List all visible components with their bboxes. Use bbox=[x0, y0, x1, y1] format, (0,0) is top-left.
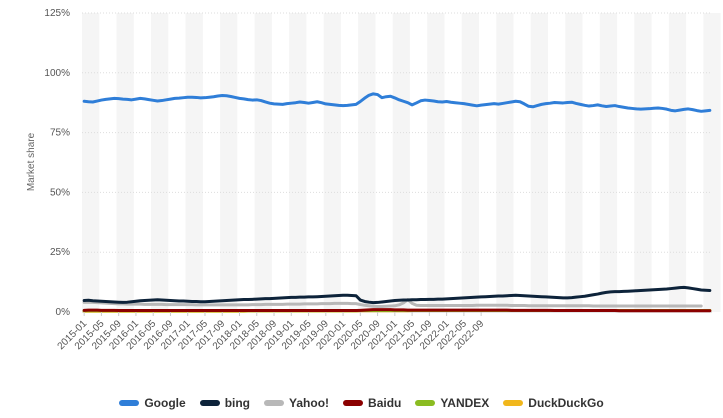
grid-band bbox=[461, 13, 479, 312]
series-line-google bbox=[82, 92, 712, 113]
legend-item-yandex[interactable]: YANDEX bbox=[415, 396, 489, 410]
grid-band bbox=[151, 13, 169, 312]
legend-swatch bbox=[264, 400, 285, 406]
legend-item-google[interactable]: Google bbox=[119, 396, 186, 410]
series-line-bing bbox=[82, 285, 712, 305]
grid-band bbox=[496, 13, 514, 312]
grid-band bbox=[634, 13, 652, 312]
grid-band bbox=[599, 13, 618, 312]
legend-item-bing[interactable]: bing bbox=[199, 396, 251, 410]
grid-band bbox=[703, 13, 721, 312]
legend-label: Google bbox=[144, 396, 186, 410]
legend: Google bing Yahoo! Baidu YANDEX DuckDuckGo bbox=[0, 393, 723, 413]
legend-swatch bbox=[343, 400, 364, 406]
grid-band bbox=[82, 13, 100, 312]
grid-band bbox=[116, 13, 134, 312]
grid-band bbox=[358, 13, 376, 312]
y-tick-label: 100% bbox=[44, 68, 70, 79]
legend-label: Baidu bbox=[368, 396, 402, 410]
grid-band bbox=[565, 13, 583, 312]
grid-band bbox=[668, 13, 687, 312]
y-tick-label: 50% bbox=[50, 187, 70, 198]
grid-band bbox=[427, 13, 445, 312]
grid-band bbox=[185, 13, 203, 312]
legend-swatch bbox=[503, 400, 524, 406]
grid-band bbox=[323, 13, 341, 312]
grid-bands bbox=[82, 13, 721, 312]
legend-item-duckduckgo[interactable]: DuckDuckGo bbox=[503, 396, 604, 410]
legend-item-yahoo[interactable]: Yahoo! bbox=[264, 396, 329, 410]
y-tick-label: 125% bbox=[44, 8, 70, 19]
x-axis-ticks: 2015-012015-052015-092016-012016-052016-… bbox=[56, 312, 487, 352]
grid-band bbox=[530, 13, 549, 312]
y-tick-label: 0% bbox=[56, 307, 71, 318]
grid-band bbox=[254, 13, 272, 312]
series-lines bbox=[82, 92, 712, 313]
legend-swatch bbox=[119, 400, 140, 406]
legend-label: DuckDuckGo bbox=[528, 396, 604, 410]
legend-label: YANDEX bbox=[440, 396, 490, 410]
grid-band bbox=[392, 13, 410, 312]
grid-band bbox=[289, 13, 307, 312]
series-line-baidu bbox=[82, 308, 712, 313]
y-tick-label: 75% bbox=[50, 128, 70, 139]
legend-swatch bbox=[415, 400, 436, 406]
legend-label: bing bbox=[224, 396, 251, 410]
y-tick-label: 25% bbox=[50, 247, 70, 258]
y-axis-ticks: 0% 25% 50% 75% 100% 125% bbox=[44, 8, 70, 318]
y-axis-title: Market share bbox=[26, 132, 37, 191]
series-line-yahoo bbox=[82, 298, 703, 308]
legend-swatch bbox=[199, 400, 220, 406]
legend-item-baidu[interactable]: Baidu bbox=[343, 396, 401, 410]
legend-label: Yahoo! bbox=[289, 396, 330, 410]
grid-band bbox=[220, 13, 238, 312]
